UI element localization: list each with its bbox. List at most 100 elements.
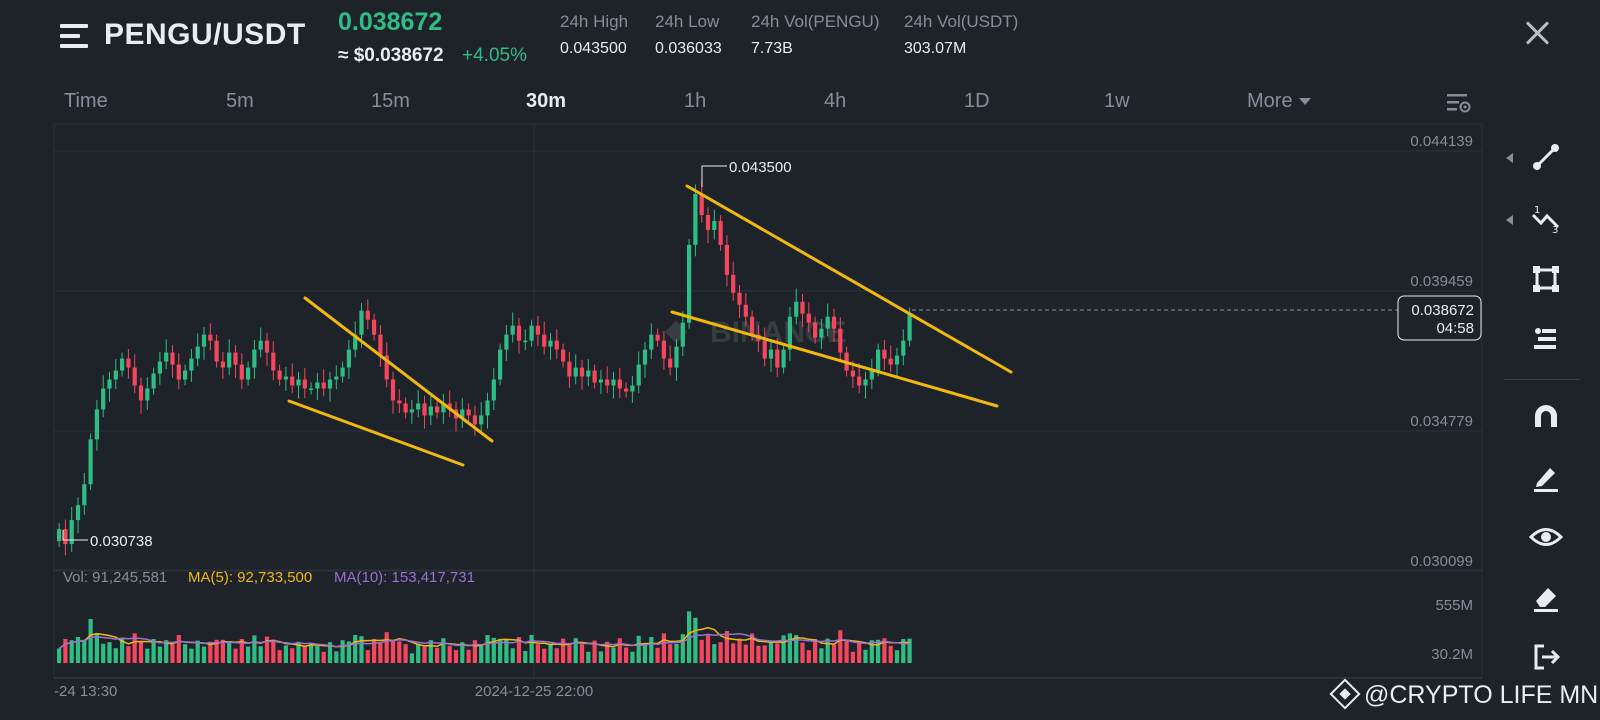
candle xyxy=(277,370,282,380)
close-icon[interactable] xyxy=(1524,20,1550,46)
candle xyxy=(523,340,528,343)
candle xyxy=(737,292,742,305)
volume-axis-label: 555M xyxy=(1435,597,1473,614)
candle xyxy=(176,364,181,380)
candle xyxy=(447,403,452,410)
volume-bar xyxy=(63,639,68,663)
brush-icon[interactable] xyxy=(1528,459,1564,495)
volume-bar xyxy=(302,646,307,663)
stat-24h-vol-quote: 24h Vol(USDT) 303.07M xyxy=(904,12,1018,58)
candle xyxy=(57,529,62,542)
volume-bar xyxy=(403,644,408,663)
candle xyxy=(850,370,855,377)
position-tool-icon[interactable] xyxy=(1528,321,1564,357)
volume-bar xyxy=(819,648,824,663)
tab-15m[interactable]: 15m xyxy=(371,90,410,113)
candle xyxy=(831,316,837,329)
tab-1w[interactable]: 1w xyxy=(1104,90,1130,113)
volume-bar xyxy=(781,635,786,663)
candle xyxy=(693,194,698,245)
volume-bar xyxy=(844,639,849,663)
candle xyxy=(145,388,150,401)
candle xyxy=(422,403,427,416)
volume-bar xyxy=(447,645,452,663)
candle xyxy=(630,385,635,392)
candle xyxy=(170,352,175,365)
volume-bar xyxy=(145,648,150,663)
volume-bar xyxy=(466,649,471,663)
volume-bar xyxy=(157,646,162,663)
volume-bar xyxy=(233,648,238,663)
candle xyxy=(113,370,118,380)
stat-value: 0.036033 xyxy=(655,40,722,57)
tab-30m[interactable]: 30m xyxy=(526,90,566,113)
candle xyxy=(264,340,270,353)
tab-4h[interactable]: 4h xyxy=(824,90,846,113)
volume-bar xyxy=(453,650,459,663)
tab-5m[interactable]: 5m xyxy=(226,90,254,113)
expand-caret-icon[interactable] xyxy=(1506,153,1513,163)
candle xyxy=(428,406,433,416)
volume-bar xyxy=(271,639,276,663)
tab-1h[interactable]: 1h xyxy=(684,90,706,113)
stat-24h-high: 24h High 0.043500 xyxy=(560,12,628,58)
tab-label: 4h xyxy=(824,90,847,112)
volume-bar xyxy=(252,635,257,663)
tab-1d[interactable]: 1D xyxy=(964,90,990,113)
candle xyxy=(529,325,534,341)
volume-bar xyxy=(699,639,704,663)
volume-bar xyxy=(498,639,503,663)
volume-bar xyxy=(787,633,792,663)
candle xyxy=(863,379,868,386)
menu-icon[interactable] xyxy=(60,24,88,48)
candle xyxy=(535,325,540,335)
volume-bar xyxy=(624,647,629,663)
magnet-icon[interactable] xyxy=(1528,399,1564,435)
candle xyxy=(548,340,553,347)
volume-bar xyxy=(264,636,270,663)
stat-24h-vol-base: 24h Vol(PENGU) 7.73B xyxy=(751,12,880,58)
trend-line-tool-icon[interactable] xyxy=(1528,139,1564,175)
volume-bar xyxy=(894,650,900,663)
tab-time[interactable]: Time xyxy=(64,90,108,113)
tab-more[interactable]: More xyxy=(1247,90,1311,113)
tab-label: Time xyxy=(64,90,108,112)
rectangle-tool-icon[interactable] xyxy=(1528,261,1564,297)
volume-bar xyxy=(246,646,251,663)
volume-bar xyxy=(359,636,364,663)
expand-caret-icon[interactable] xyxy=(1506,215,1513,225)
eraser-icon[interactable] xyxy=(1528,579,1564,615)
kline-chart[interactable]: 0.044139 0.039459 0.034779 0.030099 BINA… xyxy=(0,120,1500,720)
chart-settings-icon[interactable] xyxy=(1446,92,1472,114)
candle xyxy=(661,340,666,359)
candle xyxy=(876,349,881,371)
candle xyxy=(372,319,377,335)
volume-bar xyxy=(422,646,427,663)
candle xyxy=(378,334,383,356)
candle xyxy=(504,334,509,350)
exit-icon[interactable] xyxy=(1528,639,1564,675)
volume-bar xyxy=(523,651,528,663)
candle xyxy=(655,334,660,341)
candle xyxy=(573,367,578,377)
volume-bar xyxy=(579,644,585,663)
price-axis-label: 0.039459 xyxy=(1410,273,1473,290)
volume-bar xyxy=(183,644,188,663)
current-price-label: 0.038672 xyxy=(1411,302,1474,319)
candle xyxy=(397,400,402,404)
volume-bar xyxy=(876,639,881,663)
candle xyxy=(290,376,295,386)
volume-bar xyxy=(126,646,131,663)
candle xyxy=(353,334,358,350)
candle xyxy=(838,328,843,353)
volume-bar xyxy=(258,646,263,663)
eye-icon[interactable] xyxy=(1528,519,1564,555)
stat-label: 24h Vol(PENGU) xyxy=(751,12,880,31)
volume-bar xyxy=(617,638,622,663)
volume-bar xyxy=(315,645,320,663)
candle xyxy=(460,409,465,419)
wedge-lower-line-2 xyxy=(670,310,999,408)
time-axis-label: -24 13:30 xyxy=(54,683,117,700)
pair-title[interactable]: PENGU/USDT xyxy=(104,18,306,51)
